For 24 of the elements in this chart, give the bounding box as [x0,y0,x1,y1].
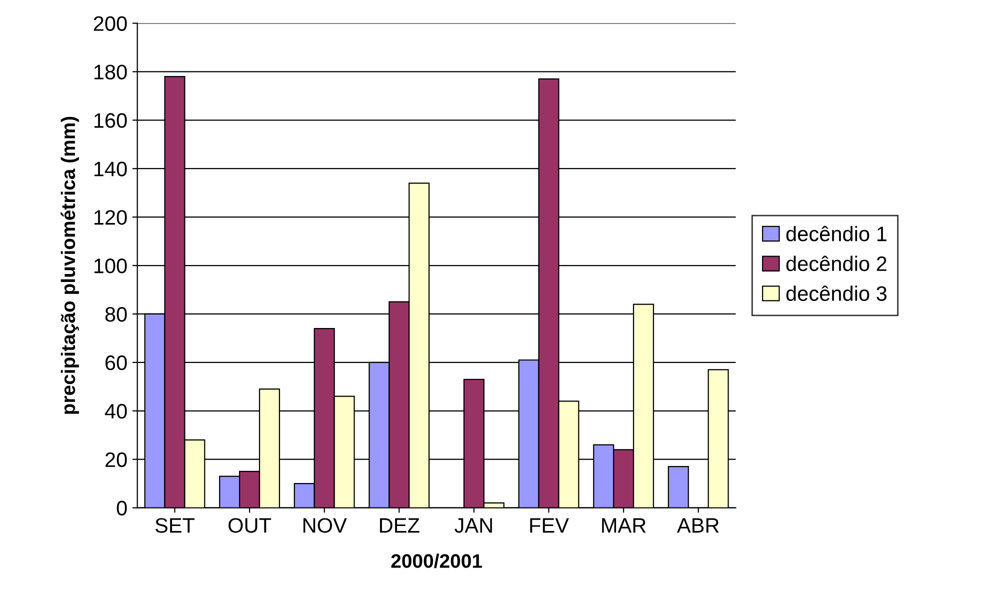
legend-label: decêndio 3 [786,286,887,301]
x-tick-label: JAN [454,518,492,533]
y-tick-label: 60 [106,355,127,370]
x-tick-label: MAR [602,518,646,533]
y-tick-label: 40 [104,404,127,419]
y-tick-label: 0 [116,500,127,516]
x-tick-label: NOV [303,518,347,533]
legend-label: decêndio 2 [786,256,886,272]
x-tick-label: SET [155,518,195,533]
y-tick-label: 120 [94,210,127,225]
x-axis-title: 2000/2001 [391,554,482,568]
legend-label: decêndio 1 [786,226,886,242]
y-tick-label: 80 [105,306,127,322]
y-tick-label: 160 [94,113,127,128]
x-tick-label: DEZ [380,518,420,533]
x-tick-label: FEV [530,518,569,533]
y-tick-label: 140 [94,162,127,176]
y-tick-label: 200 [94,16,127,31]
x-tick-label: OUT [228,518,272,533]
y-axis-title: precipitação pluviométrica (mm) [60,116,79,414]
y-tick-label: 100 [94,258,127,274]
x-tick-label: ABR [676,518,719,533]
y-tick-label: 20 [105,452,127,468]
y-tick-label: 180 [94,64,127,80]
